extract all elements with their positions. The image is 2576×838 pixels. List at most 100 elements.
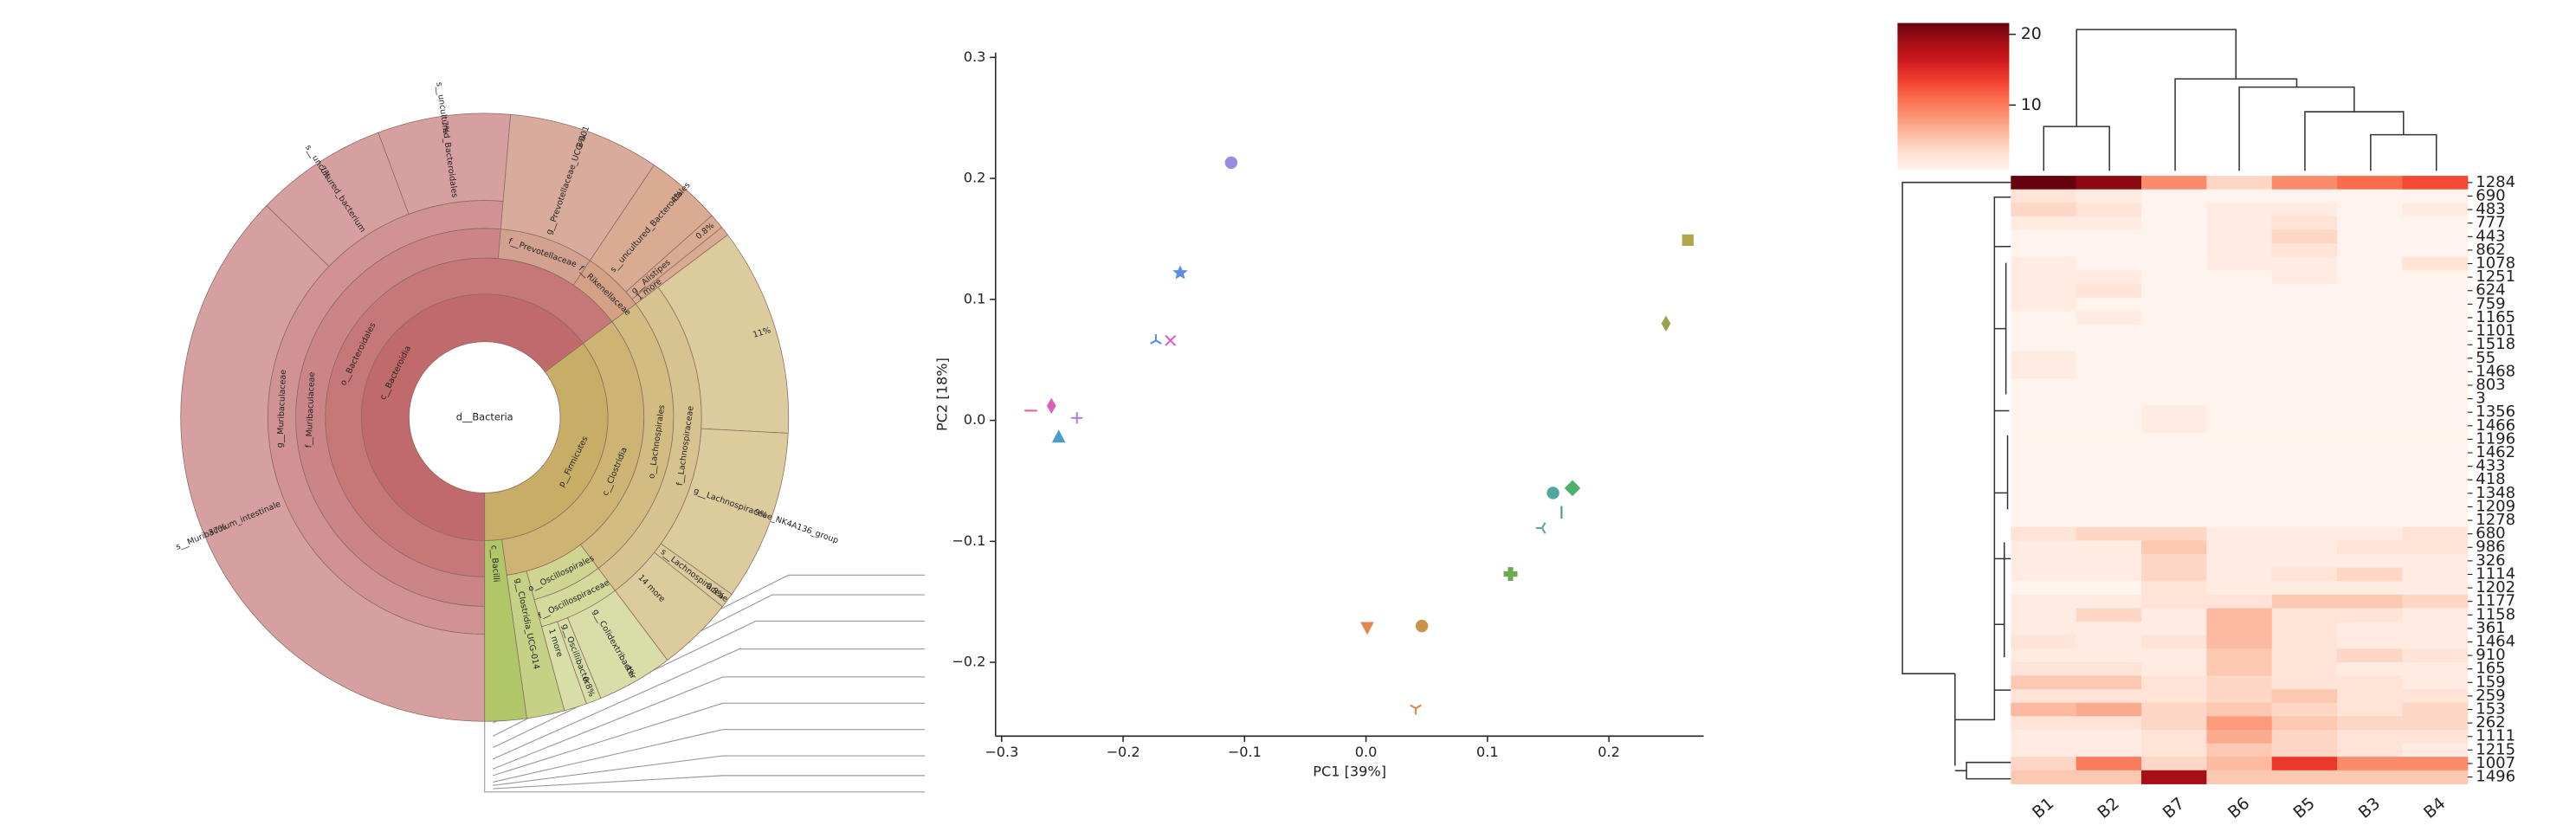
cell <box>2076 567 2142 582</box>
cell <box>2402 567 2469 582</box>
cell <box>2141 500 2207 514</box>
point <box>1503 567 1518 582</box>
cell <box>2011 189 2077 203</box>
cell <box>2402 311 2469 326</box>
cell <box>2206 203 2273 217</box>
y-tick-label: −0.2 <box>952 654 985 670</box>
cell <box>2011 364 2077 379</box>
cell <box>2271 554 2338 569</box>
cell <box>2337 635 2403 649</box>
cell <box>2076 364 2142 379</box>
row-label: 262 <box>2476 713 2505 732</box>
cell <box>2011 391 2077 406</box>
cell <box>2271 757 2338 771</box>
cell <box>2076 311 2142 326</box>
x-tick-label: 0.2 <box>1598 744 1620 760</box>
row-label: 1202 <box>2476 578 2515 596</box>
cell <box>2076 675 2142 690</box>
cell <box>2337 351 2403 366</box>
row-label: 326 <box>2476 551 2505 570</box>
point <box>1682 234 1694 246</box>
cell <box>2337 446 2403 461</box>
row-label: 777 <box>2476 214 2505 232</box>
cell <box>2011 405 2077 420</box>
cell <box>2206 594 2273 609</box>
leaf-value-label: 9% <box>753 507 769 520</box>
cell <box>2337 757 2403 771</box>
cell <box>2141 176 2207 190</box>
cell <box>2011 176 2077 190</box>
cell <box>2011 716 2077 731</box>
cell <box>2402 405 2469 420</box>
cell <box>2011 770 2077 784</box>
cell <box>2141 473 2207 487</box>
cell <box>2271 648 2338 663</box>
cell <box>2011 500 2077 514</box>
cell <box>2402 594 2469 609</box>
cell <box>2337 675 2403 690</box>
row-label: 55 <box>2476 349 2495 367</box>
cell <box>2011 540 2077 555</box>
cell <box>2271 487 2338 501</box>
cell <box>2141 324 2207 338</box>
cell <box>2337 513 2403 528</box>
y-tick-label: 0.3 <box>964 48 986 65</box>
cell <box>2337 661 2403 677</box>
cell <box>2337 459 2403 474</box>
cell <box>2337 189 2403 203</box>
cell <box>2271 473 2338 487</box>
cell <box>2076 581 2142 596</box>
row-label: 361 <box>2476 619 2505 637</box>
cell <box>2011 297 2077 312</box>
cell <box>2011 622 2077 636</box>
point <box>1535 522 1546 534</box>
cell <box>2206 648 2273 663</box>
cell <box>2141 594 2207 609</box>
cell <box>2402 189 2469 203</box>
segment-label: g__Muribaculaceae <box>275 370 288 448</box>
cell <box>2141 297 2207 312</box>
cell <box>2402 270 2469 285</box>
cell <box>2206 189 2273 203</box>
cell <box>2337 378 2403 393</box>
cell <box>2206 716 2273 731</box>
cell <box>2271 432 2338 447</box>
cell <box>2076 391 2142 406</box>
cell <box>2271 405 2338 420</box>
y-tick-label: 0.1 <box>964 290 986 306</box>
cell <box>2141 311 2207 326</box>
cell <box>2141 689 2207 704</box>
cell <box>2402 176 2469 190</box>
cell <box>2011 270 2077 285</box>
cell <box>2402 500 2469 514</box>
cell <box>2141 622 2207 636</box>
cell <box>2337 581 2403 596</box>
cell <box>2337 540 2403 555</box>
column-label: B3 <box>2355 794 2384 822</box>
cell <box>2141 189 2207 203</box>
cell <box>2076 446 2142 461</box>
cell <box>2076 729 2142 745</box>
row-label: 1518 <box>2476 335 2515 353</box>
cell <box>2337 391 2403 406</box>
cell <box>2271 297 2338 312</box>
point <box>1071 412 1083 424</box>
cell <box>2206 459 2273 474</box>
leaf-label: c__Bacilli <box>489 545 501 582</box>
cell <box>2271 540 2338 555</box>
x-tick-label: −0.3 <box>985 744 1018 760</box>
cell <box>2271 661 2338 677</box>
cell <box>2076 297 2142 312</box>
cell <box>2141 391 2207 406</box>
cell <box>2011 446 2077 461</box>
point <box>1046 397 1056 414</box>
cell <box>2337 324 2403 338</box>
cell <box>2206 216 2273 231</box>
cell <box>2337 419 2403 434</box>
column-label: B5 <box>2289 794 2318 822</box>
cell <box>2076 473 2142 487</box>
cell <box>2271 622 2338 636</box>
cell <box>2011 661 2077 677</box>
cell <box>2141 608 2207 622</box>
